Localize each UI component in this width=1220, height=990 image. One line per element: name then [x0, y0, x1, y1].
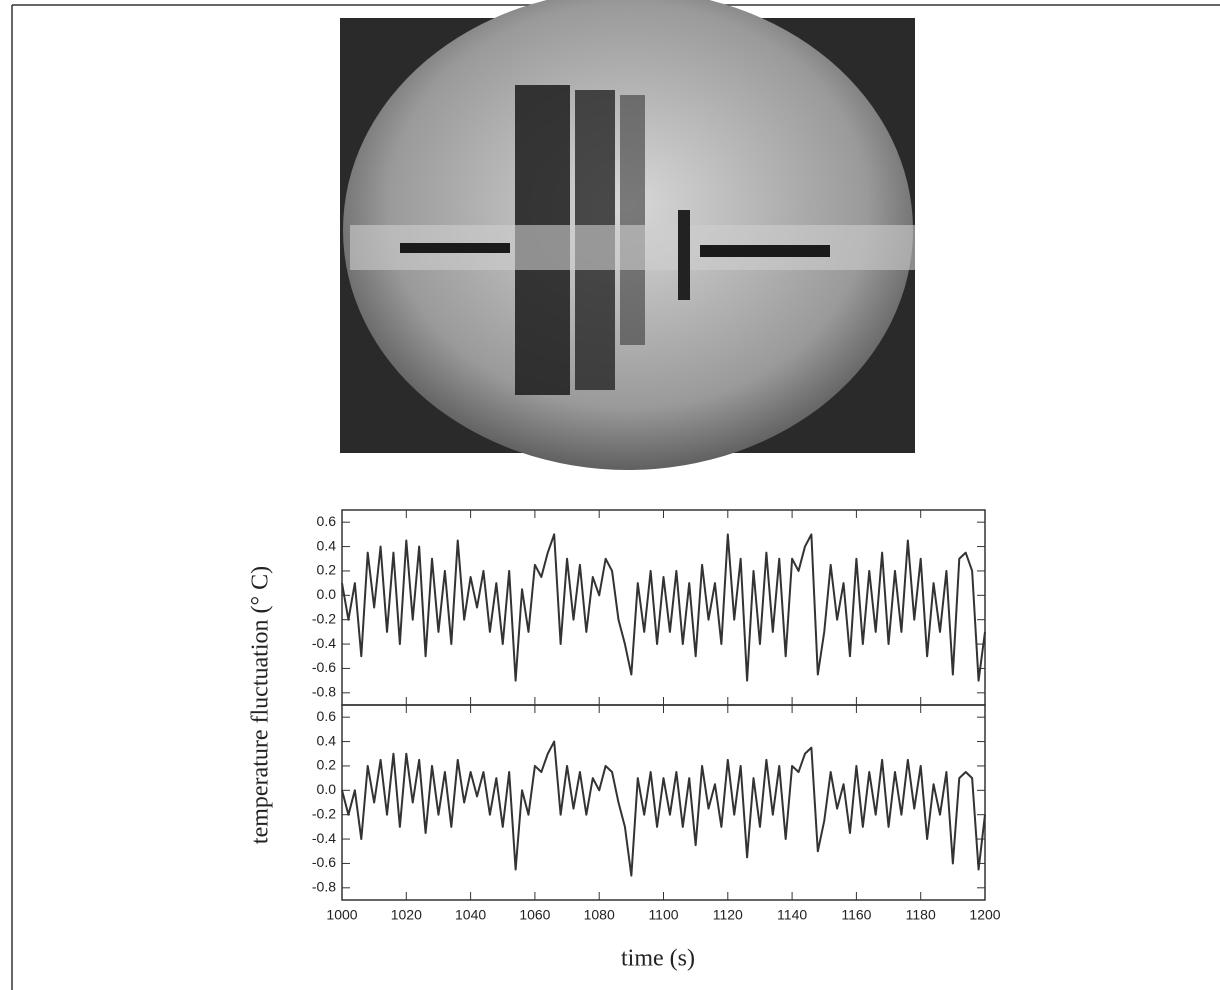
y-tick-label: 0.4 [317, 732, 337, 748]
x-tick-label: 1040 [455, 907, 486, 923]
plot-frame [341, 509, 986, 706]
data-line [341, 740, 986, 877]
x-tick-label: 1160 [841, 907, 871, 923]
x-tick-label: 1060 [519, 907, 550, 923]
plot-frame [341, 704, 986, 901]
y-tick-label: 0.6 [317, 513, 337, 529]
y-tick-label: -0.8 [312, 879, 336, 895]
x-tick-label: 1180 [906, 907, 936, 923]
y-tick-label: -0.2 [312, 610, 336, 626]
y-tick-label: 0.2 [317, 562, 337, 578]
y-tick-label: 0.6 [317, 708, 337, 724]
data-line [341, 533, 986, 682]
y-tick-label: 0.0 [317, 586, 337, 602]
x-tick-label: 1080 [584, 907, 615, 923]
x-tick-label: 1200 [969, 907, 1000, 923]
photograph [340, 0, 915, 470]
x-tick-label: 1020 [391, 907, 422, 923]
y-tick-label: -0.8 [312, 684, 336, 700]
x-tick-label: 1120 [713, 907, 743, 923]
y-tick-label: 0.4 [317, 537, 337, 553]
y-tick-label: -0.6 [312, 659, 336, 675]
y-tick-label: -0.6 [312, 854, 336, 870]
x-tick-label: 1100 [648, 907, 678, 923]
y-tick-label: -0.4 [312, 830, 336, 846]
y-tick-label: -0.2 [312, 805, 336, 821]
y-tick-label: 0.2 [317, 757, 337, 773]
y-tick-label: -0.4 [312, 635, 336, 651]
x-tick-label: 1140 [777, 907, 807, 923]
y-tick-label: 0.0 [317, 781, 337, 797]
x-axis-label: time (s) [621, 946, 695, 972]
y-axis-label: temperature fluctuation (° C) [248, 566, 274, 844]
x-tick-label: 1000 [326, 907, 357, 923]
